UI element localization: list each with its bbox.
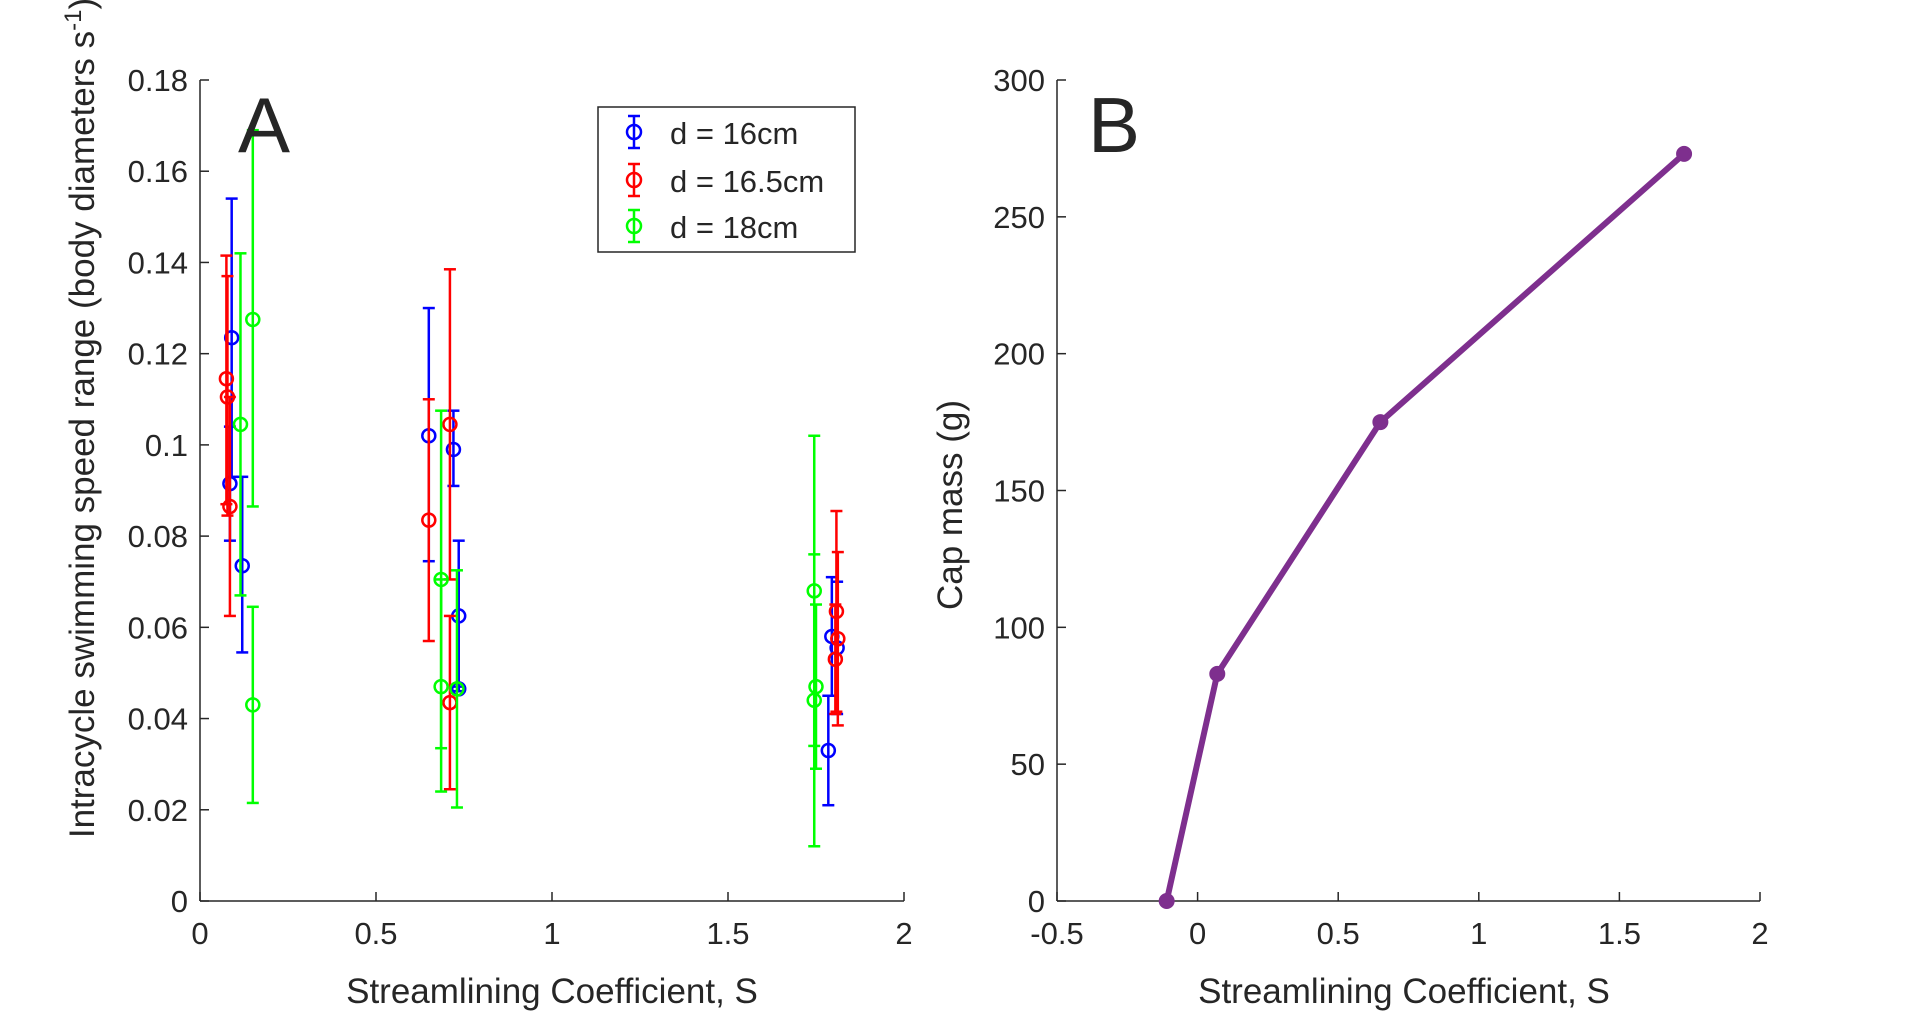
panel-b-x-ticks: -0.5 0 0.5 1 1.5 2	[1030, 892, 1769, 951]
data-point	[827, 651, 844, 668]
series-3	[232, 128, 824, 848]
panel-b-x-tick-label: 1.5	[1598, 916, 1641, 951]
panel-a-y-tick-label: 0.08	[128, 519, 188, 554]
panel-b-y-tick-label: 100	[993, 610, 1045, 645]
panel-a-x-tick-label: 0	[191, 916, 208, 951]
panel-b-y-tick-label: 0	[1028, 884, 1045, 919]
legend-entry-d16: d = 16cm	[625, 114, 798, 151]
panel-a-y-tick-label: 0.06	[128, 610, 188, 645]
panel-a-y-tick-label: 0.1	[145, 428, 188, 463]
legend-marker-d16	[625, 123, 643, 141]
panel-b-label: B	[1088, 81, 1140, 169]
data-point	[245, 697, 261, 713]
legend-marker-d165	[625, 171, 643, 189]
data-point	[1372, 414, 1389, 431]
data-point	[222, 498, 238, 515]
panel-a-y-tick-label: 0.04	[128, 702, 188, 737]
panel-b-y-tick-label: 300	[993, 63, 1045, 98]
panel-b-marks	[1158, 145, 1693, 909]
legend-entry-d165: d = 16.5cm	[625, 162, 824, 199]
data-point	[1209, 665, 1226, 682]
panel-b-y-tick-label: 250	[993, 200, 1045, 235]
data-point	[232, 416, 249, 433]
panel-a-x-tick-label: 1.5	[706, 916, 749, 951]
panel-a-y-axis-label-exponent: -1	[60, 10, 87, 31]
legend-entry-d18: d = 18cm	[625, 208, 798, 245]
data-point	[806, 692, 822, 709]
legend-label-d18: d = 18cm	[670, 210, 798, 245]
series-line	[1163, 151, 1687, 902]
panel-a-x-axis-label: Streamlining Coefficient, S	[346, 972, 758, 1011]
panel-b-y-axis-label: Cap mass (g)	[931, 400, 970, 610]
data-point	[421, 512, 437, 528]
panel-b-x-tick-label: -0.5	[1030, 916, 1083, 951]
panel-a-x-tick-label: 1	[543, 916, 560, 951]
data-point	[449, 681, 465, 697]
data-point	[820, 742, 837, 759]
panel-a-label: A	[238, 81, 290, 169]
panel-a-y-tick-label: 0.16	[128, 154, 188, 189]
data-point	[830, 630, 846, 647]
panel-a-y-axis-label-suffix: )	[63, 0, 102, 10]
data-point	[245, 311, 261, 328]
data-point	[445, 441, 462, 458]
panel-a-y-tick-label: 0	[171, 884, 188, 919]
data-point	[1676, 145, 1693, 162]
data-point	[433, 678, 449, 695]
panel-a-y-tick-label: 0.18	[128, 63, 188, 98]
panel-a-y-tick-label: 0.14	[128, 245, 188, 280]
legend-label-d165: d = 16.5cm	[670, 164, 824, 199]
legend-marker-d18	[625, 217, 643, 235]
legend-label-d16: d = 16cm	[670, 116, 798, 151]
series-2	[218, 254, 846, 791]
panel-a-legend: d = 16cm d = 16.5cm d = 18cm	[597, 106, 856, 253]
panel-b-y-ticks: 0 50 100 150 200 250 300	[993, 63, 1066, 919]
data-point	[442, 416, 458, 433]
data-point	[1158, 893, 1175, 909]
panel-a: 0 0.5 1 1.5 2 0 0.02 0.04 0.06 0.08 0.1 0.12 0.14 0.…	[60, 0, 913, 1011]
panel-b-y-tick-label: 50	[1011, 747, 1045, 782]
panel-b-x-tick-label: 0	[1189, 916, 1206, 951]
panel-a-y-tick-label: 0.12	[128, 337, 188, 372]
panel-a-y-ticks: 0 0.02 0.04 0.06 0.08 0.1 0.12 0.14 0.16 0.18	[128, 63, 209, 919]
panel-a-y-axis-label-main: Intracycle swimming speed range (body di…	[63, 31, 102, 838]
panel-a-x-tick-label: 2	[895, 916, 912, 951]
panel-b-x-tick-label: 2	[1751, 916, 1768, 951]
panel-b-x-tick-label: 0.5	[1317, 916, 1360, 951]
panel-b-y-tick-label: 150	[993, 474, 1045, 509]
panel-a-y-axis-label: Intracycle swimming speed range (body di…	[60, 0, 103, 838]
panel-b-y-tick-label: 200	[993, 337, 1045, 372]
panel-a-x-ticks: 0 0.5 1 1.5 2	[191, 892, 913, 951]
panel-a-marks	[218, 128, 846, 848]
panel-b-x-axis-label: Streamlining Coefficient, S	[1198, 972, 1610, 1011]
data-point	[234, 558, 250, 574]
panel-a-y-tick-label: 0.02	[128, 793, 188, 828]
panel-b-x-tick-label: 1	[1470, 916, 1487, 951]
panel-a-x-tick-label: 0.5	[354, 916, 397, 951]
